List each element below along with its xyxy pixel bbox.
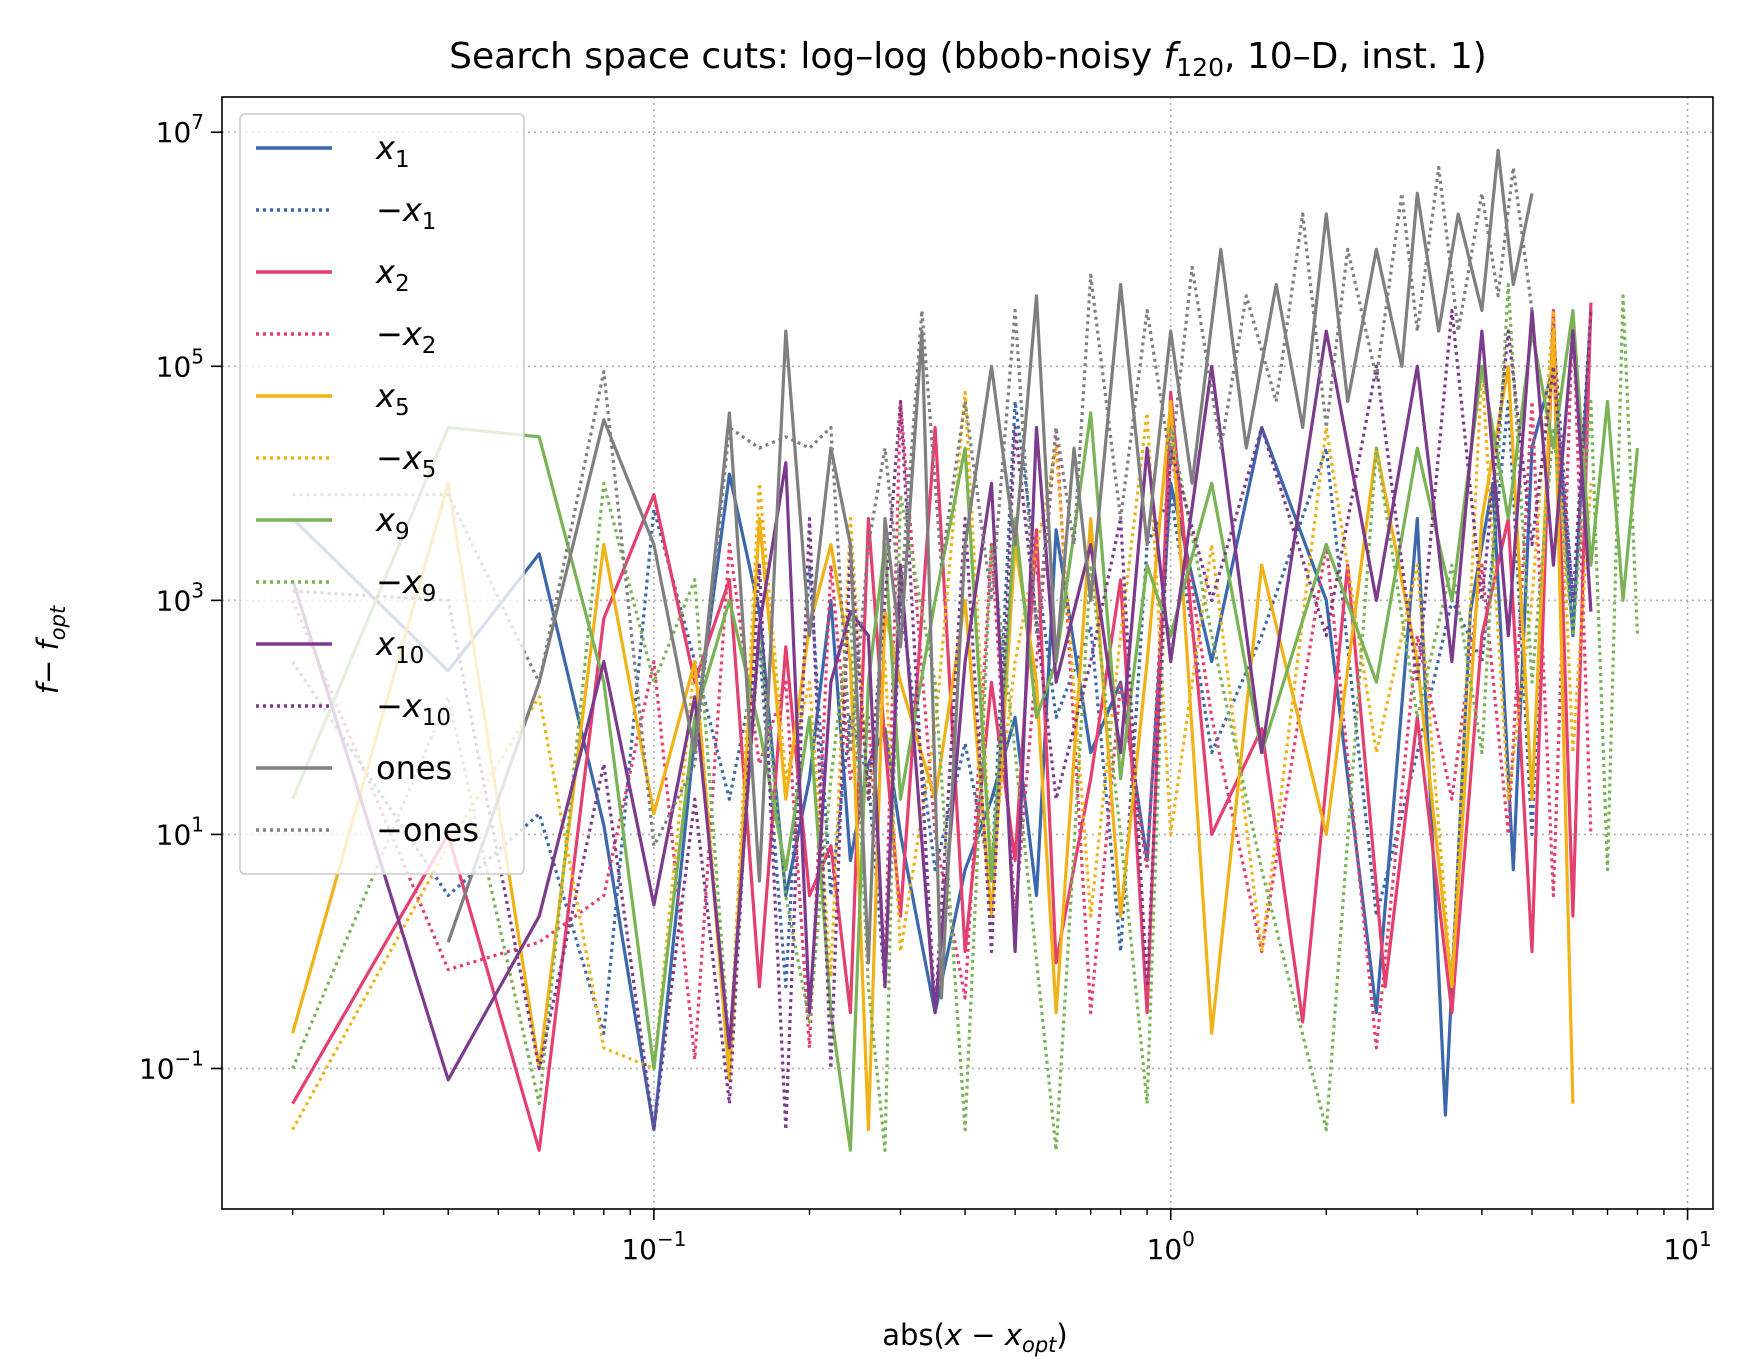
- legend-label--ones: −ones: [376, 811, 479, 849]
- legend-label--x2: −x2: [376, 315, 436, 359]
- y-tick-label: 103: [156, 578, 204, 617]
- legend-label-x5: x5: [375, 377, 410, 421]
- chart-title: Search space cuts: log–log (bbob-noisy f…: [449, 36, 1487, 82]
- series-line--x5: [291, 308, 1593, 1131]
- legend-box: [239, 113, 525, 875]
- legend-label--x1: −x1: [376, 191, 436, 235]
- legend-label-ones: ones: [376, 749, 452, 787]
- series-line--ones: [292, 165, 1534, 848]
- axis-ticks: 10−1 100 101 10−1 101 103 105 107: [139, 110, 1712, 1266]
- legend-label-x2: x2: [375, 253, 410, 297]
- y-tick-label: 107: [156, 110, 204, 149]
- axes-frame: [221, 96, 1714, 1210]
- plot-area: [291, 148, 1640, 1152]
- series-line-x10: [291, 308, 1593, 1082]
- legend-label-x1: x1: [375, 129, 410, 173]
- legend: x1 −x1 x2 −x2 x5 −x5 x9 −x9 x10 −x10 ones −ones: [239, 113, 525, 875]
- y-tick-label: 10−1: [139, 1046, 204, 1085]
- series-group: [291, 148, 1640, 1152]
- series-line--x1: [291, 329, 1575, 1035]
- y-tick-label: 105: [156, 344, 204, 383]
- x-tick-label: 10−1: [621, 1227, 686, 1266]
- legend-label--x9: −x9: [376, 563, 436, 607]
- y-axis-label: f− fopt: [31, 605, 70, 694]
- legend-label--x5: −x5: [376, 439, 436, 483]
- x-tick-label: 100: [1147, 1227, 1195, 1266]
- legend-label-x10: x10: [375, 625, 424, 669]
- x-axis-label: abs(x − xopt): [882, 1318, 1067, 1357]
- y-tick-label: 101: [156, 812, 204, 851]
- legend-label--x10: −x10: [376, 687, 451, 731]
- legend-label-x9: x9: [375, 501, 410, 545]
- series-line-ones: [446, 148, 1534, 1000]
- x-tick-label: 101: [1663, 1227, 1711, 1266]
